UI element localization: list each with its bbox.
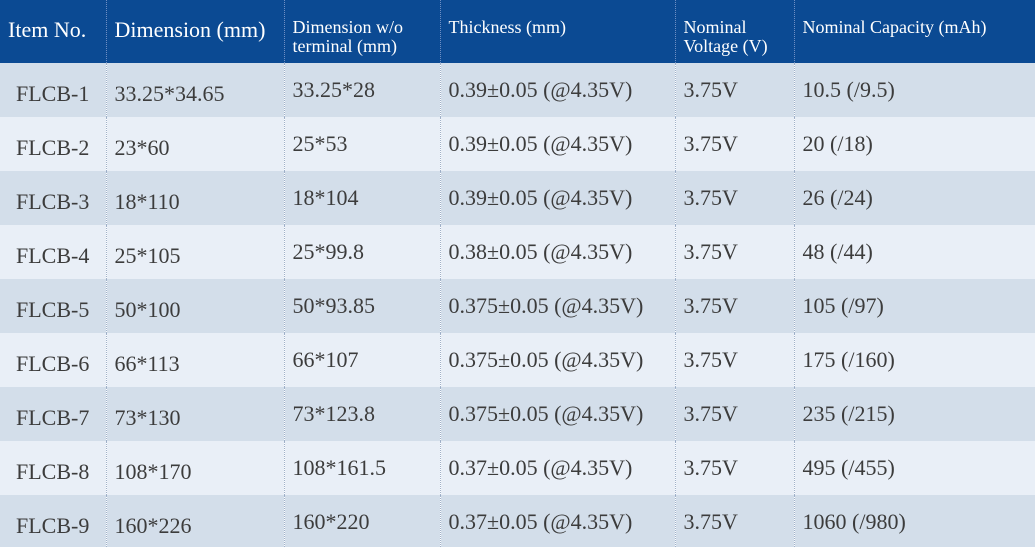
cell-dimension-wo-terminal: 160*220 xyxy=(283,495,440,547)
header-thickness: Thickness (mm) xyxy=(439,0,675,63)
header-nominal-capacity: Nominal Capacity (mAh) xyxy=(793,0,1035,63)
cell-dimension-wo-terminal: 33.25*28 xyxy=(283,63,440,117)
header-dimension: Dimension (mm) xyxy=(105,0,284,63)
cell-nominal-capacity: 20 (/18) xyxy=(793,117,1035,171)
cell-dimension-wo-terminal: 25*53 xyxy=(283,117,440,171)
cell-dimension: 33.25*34.65 xyxy=(105,63,284,117)
cell-dimension-wo-terminal: 73*123.8 xyxy=(283,387,440,441)
cell-nominal-capacity: 105 (/97) xyxy=(793,279,1035,333)
cell-item-no: FLCB-1 xyxy=(16,81,90,106)
cell-nominal-capacity: 495 (/455) xyxy=(793,441,1035,495)
cell-nominal-capacity: 10.5 (/9.5) xyxy=(793,63,1035,117)
cell-dimension: 50*100 xyxy=(105,279,284,333)
header-item-no: Item No. xyxy=(8,17,87,42)
cell-thickness: 0.375±0.05 (@4.35V) xyxy=(439,279,675,333)
table-row: FLCB-6 66*113 66*107 0.375±0.05 (@4.35V)… xyxy=(0,333,1035,387)
cell-dimension: 23*60 xyxy=(105,117,284,171)
header-nominal-voltage: Nominal Voltage (V) xyxy=(674,0,794,63)
header-dimension-wo-terminal: Dimension w/o terminal (mm) xyxy=(283,0,440,63)
cell-dimension: 108*170 xyxy=(105,441,284,495)
cell-nominal-voltage: 3.75V xyxy=(674,441,794,495)
table-row: FLCB-7 73*130 73*123.8 0.375±0.05 (@4.35… xyxy=(0,387,1035,441)
table-row: FLCB-8 108*170 108*161.5 0.37±0.05 (@4.3… xyxy=(0,441,1035,495)
cell-thickness: 0.38±0.05 (@4.35V) xyxy=(439,225,675,279)
cell-thickness: 0.37±0.05 (@4.35V) xyxy=(439,495,675,547)
cell-nominal-capacity: 1060 (/980) xyxy=(793,495,1035,547)
cell-dimension: 66*113 xyxy=(105,333,284,387)
table-row: FLCB-3 18*110 18*104 0.39±0.05 (@4.35V) … xyxy=(0,171,1035,225)
table-row: FLCB-1 33.25*34.65 33.25*28 0.39±0.05 (@… xyxy=(0,63,1035,117)
cell-dimension-wo-terminal: 108*161.5 xyxy=(283,441,440,495)
cell-item-no: FLCB-6 xyxy=(16,351,90,376)
table-row: FLCB-9 160*226 160*220 0.37±0.05 (@4.35V… xyxy=(0,495,1035,547)
cell-nominal-voltage: 3.75V xyxy=(674,63,794,117)
table-row: FLCB-5 50*100 50*93.85 0.375±0.05 (@4.35… xyxy=(0,279,1035,333)
cell-nominal-capacity: 26 (/24) xyxy=(793,171,1035,225)
cell-nominal-voltage: 3.75V xyxy=(674,387,794,441)
cell-nominal-voltage: 3.75V xyxy=(674,495,794,547)
cell-dimension: 73*130 xyxy=(105,387,284,441)
cell-nominal-voltage: 3.75V xyxy=(674,171,794,225)
cell-item-no: FLCB-9 xyxy=(16,513,90,538)
table-body: FLCB-1 33.25*34.65 33.25*28 0.39±0.05 (@… xyxy=(0,63,1035,547)
cell-dimension-wo-terminal: 50*93.85 xyxy=(283,279,440,333)
cell-item-no: FLCB-8 xyxy=(16,459,90,484)
cell-item-no: FLCB-3 xyxy=(16,189,90,214)
cell-thickness: 0.375±0.05 (@4.35V) xyxy=(439,333,675,387)
cell-thickness: 0.37±0.05 (@4.35V) xyxy=(439,441,675,495)
cell-dimension-wo-terminal: 18*104 xyxy=(283,171,440,225)
cell-nominal-voltage: 3.75V xyxy=(674,225,794,279)
cell-dimension: 18*110 xyxy=(105,171,284,225)
cell-item-no: FLCB-7 xyxy=(16,405,90,430)
cell-thickness: 0.39±0.05 (@4.35V) xyxy=(439,117,675,171)
cell-nominal-voltage: 3.75V xyxy=(674,333,794,387)
cell-thickness: 0.375±0.05 (@4.35V) xyxy=(439,387,675,441)
cell-dimension: 160*226 xyxy=(105,495,284,547)
cell-thickness: 0.39±0.05 (@4.35V) xyxy=(439,63,675,117)
cell-nominal-capacity: 175 (/160) xyxy=(793,333,1035,387)
cell-dimension: 25*105 xyxy=(105,225,284,279)
table-row: FLCB-4 25*105 25*99.8 0.38±0.05 (@4.35V)… xyxy=(0,225,1035,279)
cell-nominal-capacity: 235 (/215) xyxy=(793,387,1035,441)
cell-item-no: FLCB-5 xyxy=(16,297,90,322)
cell-nominal-capacity: 48 (/44) xyxy=(793,225,1035,279)
cell-nominal-voltage: 3.75V xyxy=(674,117,794,171)
header-row: Item No. Dimension (mm) Dimension w/o te… xyxy=(0,0,1035,63)
cell-dimension-wo-terminal: 25*99.8 xyxy=(283,225,440,279)
cell-dimension-wo-terminal: 66*107 xyxy=(283,333,440,387)
table-header: Item No. Dimension (mm) Dimension w/o te… xyxy=(0,0,1035,63)
cell-item-no: FLCB-4 xyxy=(16,243,90,268)
cell-nominal-voltage: 3.75V xyxy=(674,279,794,333)
cell-item-no: FLCB-2 xyxy=(16,135,90,160)
table-row: FLCB-2 23*60 25*53 0.39±0.05 (@4.35V) 3.… xyxy=(0,117,1035,171)
cell-thickness: 0.39±0.05 (@4.35V) xyxy=(439,171,675,225)
